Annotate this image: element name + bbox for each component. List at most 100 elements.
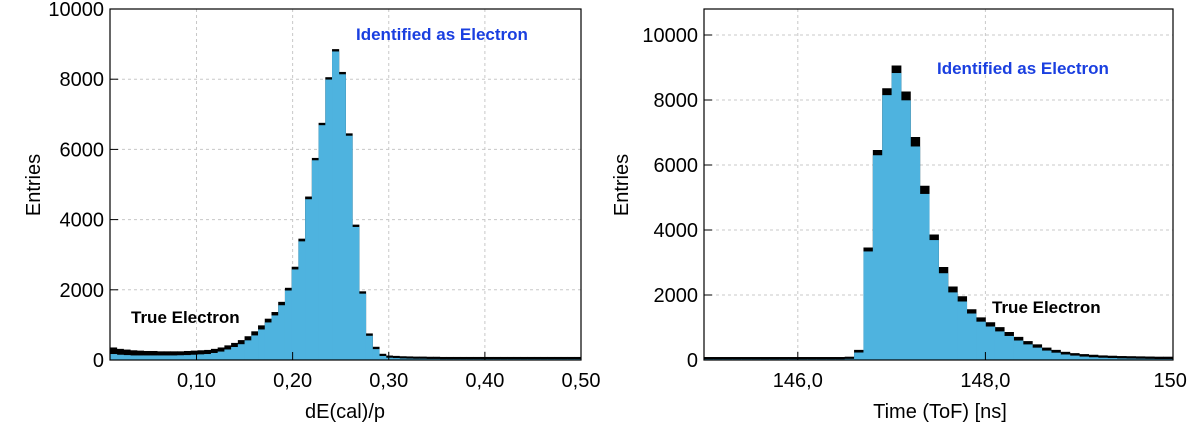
- right-y-tick-label-4: 8000: [654, 90, 699, 112]
- right-annotation-true: True Electron: [992, 298, 1101, 317]
- right-bar-identified-33: [1013, 340, 1024, 360]
- right-bar-true-11: [807, 357, 817, 360]
- left-x-axis-label: dE(cal)/p: [305, 401, 385, 423]
- right-bar-identified-39: [1069, 355, 1080, 360]
- right-bar-identified-26: [947, 292, 958, 360]
- left-bar-true-47: [426, 356, 434, 360]
- left-bar-true-45: [412, 356, 420, 360]
- left-bars: [110, 49, 582, 361]
- right-x-tick-label-1: 148,0: [960, 370, 1010, 392]
- left-y-axis-label: Entries: [23, 154, 45, 216]
- left-bar-identified-4: [136, 355, 145, 360]
- left-y-tick-label-0: 0: [93, 350, 104, 372]
- left-bar-identified-46: [419, 358, 427, 360]
- right-bar-identified-20: [891, 73, 902, 360]
- left-bar-identified-37: [358, 293, 367, 360]
- left-bar-true-53: [466, 356, 474, 360]
- right-bar-identified-29: [976, 321, 986, 360]
- left-bar-identified-30: [311, 160, 319, 360]
- right-histogram-panel: 146,0 148,0 150, 0 2000 4000 6000 8000 10000 Tim…: [611, 8, 1188, 423]
- right-bar-identified-35: [1032, 347, 1043, 360]
- left-bar-true-58: [500, 356, 508, 360]
- left-bar-true-64: [540, 356, 548, 360]
- left-bar-true-46: [419, 356, 427, 360]
- right-bar-true-47: [1144, 356, 1155, 360]
- left-x-tick-label-1: 0,20: [273, 370, 312, 392]
- right-bar-true-8: [779, 357, 789, 360]
- left-bar-true-50: [446, 356, 454, 360]
- right-bar-identified-16: [854, 352, 864, 360]
- left-annotation-identified: Identified as Electron: [356, 25, 528, 44]
- right-bar-true-4: [741, 357, 752, 360]
- left-bar-true-57: [493, 356, 501, 360]
- left-bar-identified-42: [392, 358, 400, 360]
- left-bar-identified-23: [264, 322, 272, 360]
- right-bar-true-42: [1097, 355, 1108, 360]
- left-bar-true-54: [473, 356, 481, 360]
- right-x-axis-label: Time (ToF) [ns]: [873, 401, 1007, 423]
- left-bar-identified-27: [291, 269, 299, 360]
- left-bar-identified-11: [184, 355, 192, 360]
- right-bar-identified-32: [1004, 335, 1014, 360]
- left-plot-frame: [109, 8, 582, 361]
- right-bar-identified-30: [985, 326, 996, 360]
- left-bar-true-2: [123, 349, 131, 360]
- right-y-axis-label: Entries: [611, 154, 633, 216]
- left-bar-identified-40: [379, 355, 387, 360]
- left-bar-true-65: [547, 356, 555, 360]
- right-bar-identified-22: [910, 146, 921, 360]
- left-y-tick-label-2: 4000: [60, 210, 105, 232]
- right-bar-identified-43: [1107, 358, 1118, 360]
- left-bar-identified-32: [325, 79, 333, 361]
- right-bar-true-43: [1107, 355, 1118, 360]
- left-bar-true-51: [453, 356, 461, 360]
- right-bar-identified-31: [994, 331, 1005, 360]
- left-bar-identified-45: [412, 358, 420, 360]
- left-bar-true-66: [554, 356, 562, 360]
- right-x-tick-label-0: 146,0: [773, 370, 823, 392]
- left-bar-identified-21: [251, 335, 259, 360]
- left-bar-identified-1: [116, 354, 124, 360]
- right-bars: [704, 65, 1174, 361]
- left-bar-true-56: [486, 356, 494, 360]
- left-bar-true-60: [513, 356, 521, 360]
- right-y-tick-label-5: 10000: [642, 25, 698, 47]
- right-bar-true-0: [704, 357, 714, 360]
- left-bar-identified-38: [365, 335, 373, 360]
- right-bar-identified-19: [882, 95, 892, 361]
- right-annotation-identified: Identified as Electron: [937, 59, 1109, 78]
- right-bar-identified-18: [872, 155, 883, 360]
- left-bar-identified-18: [231, 347, 239, 360]
- left-bar-true-67: [560, 356, 568, 360]
- right-plot-frame: [703, 8, 1174, 361]
- right-bar-true-5: [750, 357, 761, 360]
- left-y-tick-label-5: 10000: [48, 0, 104, 21]
- right-bar-identified-45: [1126, 358, 1136, 360]
- left-histogram-panel: 0,10 0,20 0,30 0,40 0,50 0 2000 4000 6000 8000 100…: [23, 0, 600, 423]
- right-bar-identified-17: [863, 251, 874, 360]
- right-bar-identified-36: [1041, 350, 1052, 360]
- left-bar-identified-33: [332, 51, 340, 360]
- left-y-tick-label-4: 8000: [60, 69, 105, 91]
- right-bar-true-44: [1116, 356, 1127, 360]
- left-bar-true-48: [432, 356, 441, 360]
- left-bar-true-61: [520, 356, 528, 360]
- right-bar-identified-46: [1135, 358, 1146, 360]
- left-x-tick-label-0: 0,10: [177, 370, 216, 392]
- right-bar-identified-38: [1060, 354, 1071, 360]
- right-bar-identified-37: [1051, 352, 1061, 360]
- left-x-tick-label-4: 0,50: [562, 370, 601, 392]
- right-bar-identified-21: [900, 100, 911, 360]
- right-bar-true-2: [722, 357, 733, 360]
- left-bar-identified-12: [190, 354, 198, 360]
- left-bar-identified-15: [210, 352, 219, 360]
- right-bar-identified-27: [957, 301, 968, 360]
- left-annotation-true: True Electron: [131, 308, 240, 327]
- right-bar-identified-24: [929, 240, 939, 360]
- right-bar-true-7: [769, 357, 780, 360]
- right-bar-identified-40: [1079, 356, 1089, 360]
- left-bar-true-43: [399, 356, 407, 360]
- left-bar-identified-43: [399, 358, 407, 360]
